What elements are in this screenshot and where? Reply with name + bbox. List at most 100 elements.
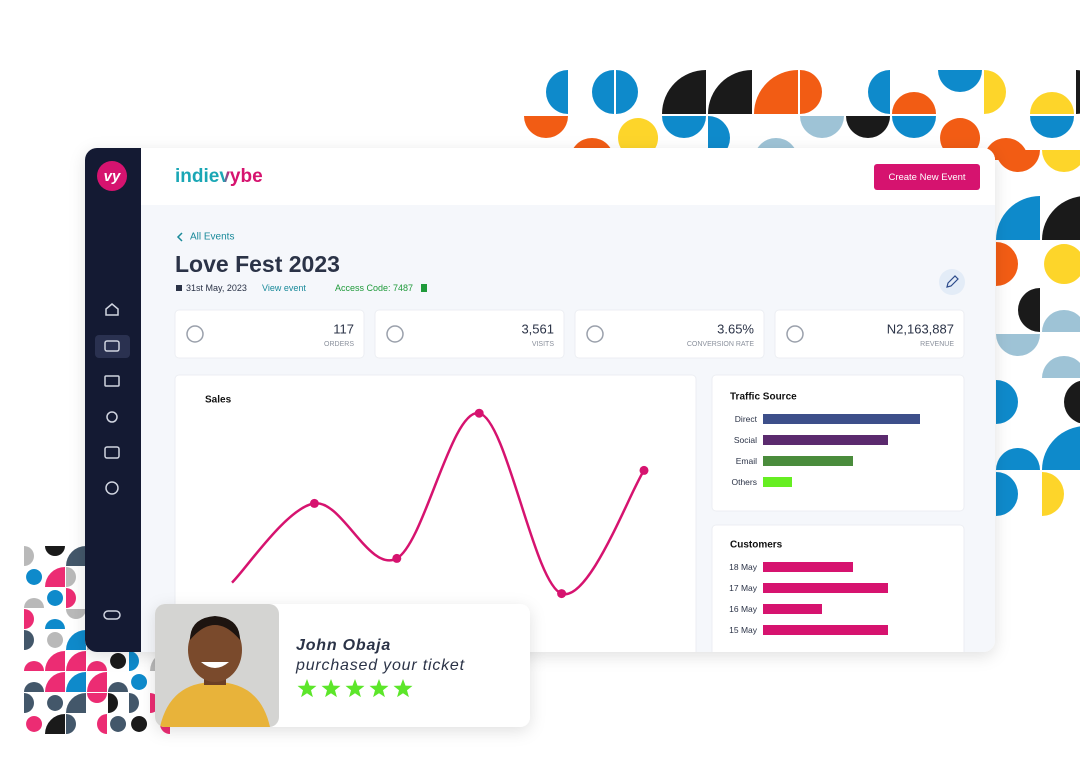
users-icon[interactable] — [106, 411, 118, 423]
active-item[interactable] — [95, 335, 130, 358]
stat-label: VISITS — [532, 341, 555, 348]
decor-tile — [45, 567, 65, 587]
bar-label: 15 May — [729, 625, 758, 635]
decor-tile — [45, 714, 65, 734]
edit-icon[interactable] — [946, 275, 959, 288]
decor-tile — [618, 118, 659, 158]
decor-tile — [110, 653, 127, 669]
bar-charts: Direct Social Email Others 18 May 17 May 16 Ma… — [729, 414, 920, 635]
decor-tile — [131, 674, 148, 690]
sales-point — [309, 498, 319, 508]
stat-card — [174, 309, 365, 359]
bar — [763, 477, 792, 487]
copy-icon[interactable] — [421, 284, 427, 292]
rating — [297, 679, 413, 698]
decor-tile — [800, 70, 822, 114]
decor-tile — [66, 546, 86, 566]
profile-icon[interactable] — [105, 481, 119, 495]
decor-tile — [996, 472, 1018, 516]
stat-icon — [186, 325, 204, 343]
decor-tile — [1030, 116, 1074, 138]
decor-tile — [1042, 426, 1080, 470]
decor-pattern — [24, 70, 1080, 734]
decor-tile — [66, 630, 86, 650]
decor-tile — [1018, 288, 1040, 332]
logo — [97, 161, 127, 191]
customers-title: Customers — [730, 540, 783, 551]
stat-label: ORDERS — [324, 341, 354, 348]
decor-tile — [24, 630, 34, 650]
stat-value: N2,163,887 — [887, 321, 954, 336]
decor-tile — [24, 693, 34, 713]
decor-tile — [996, 150, 1040, 172]
sales-title: Sales — [205, 395, 232, 406]
decor-tile — [1042, 356, 1080, 378]
toggle-icon[interactable] — [103, 610, 121, 620]
view-event-link[interactable]: View event — [262, 283, 306, 293]
decor-tile — [66, 567, 76, 587]
decor-tile — [996, 334, 1040, 356]
bar-label: 16 May — [729, 604, 758, 614]
sales-point — [474, 408, 484, 418]
logo-mark: vy — [104, 168, 121, 185]
decor-tile — [546, 70, 568, 114]
ticket-icon[interactable] — [104, 340, 120, 352]
star — [393, 679, 413, 698]
decor-tile — [996, 448, 1040, 470]
stat-card — [774, 309, 965, 359]
stat-icon — [586, 325, 604, 343]
decor-tile — [662, 116, 706, 138]
traffic-title: Traffic Source — [730, 392, 797, 403]
header — [141, 148, 995, 205]
decor-tile — [984, 70, 1006, 114]
decor-tile — [129, 651, 139, 671]
decor-tile — [1076, 70, 1080, 114]
create-button[interactable] — [874, 164, 980, 190]
decor-tile — [45, 546, 65, 556]
event-title: Love Fest 2023 — [175, 251, 340, 277]
sales-point — [557, 589, 567, 599]
decor-tile — [131, 716, 148, 732]
decor-tile — [24, 609, 34, 629]
sales-card — [174, 374, 697, 652]
stat-icon — [786, 325, 804, 343]
sales-point — [639, 465, 649, 475]
sidebar — [85, 148, 141, 652]
create-button-label[interactable]: Create New Event — [888, 172, 965, 183]
bar-label: 18 May — [729, 562, 758, 572]
decor-tile — [616, 70, 638, 114]
card-icon[interactable] — [104, 375, 120, 387]
brand: indievybe — [175, 166, 263, 187]
wallet-icon[interactable] — [104, 446, 120, 459]
decor-tile — [66, 693, 86, 713]
decor-tile — [996, 242, 1018, 286]
stat-value: 3,561 — [521, 321, 554, 336]
dashboard: vy indievybe Create New Event All Events… — [85, 148, 995, 652]
decor-tile — [1044, 244, 1080, 284]
star — [321, 679, 341, 698]
bar-label: Others — [731, 477, 757, 487]
decor-tile — [66, 609, 86, 619]
decor-tile — [940, 118, 981, 158]
decor-tile — [754, 70, 798, 114]
bar — [763, 414, 920, 424]
decor-tile — [45, 619, 65, 629]
decor-tile — [24, 598, 44, 608]
decor-tile — [24, 661, 44, 671]
decor-tile — [1042, 310, 1080, 332]
notification-message: purchased your ticket — [295, 657, 465, 674]
stat-label: REVENUE — [920, 341, 954, 348]
back-icon[interactable] — [176, 232, 183, 242]
decor-tile — [108, 693, 118, 713]
star — [345, 679, 365, 698]
back-link[interactable]: All Events — [190, 232, 234, 243]
decor-tile — [97, 714, 107, 734]
customer-photo — [155, 604, 279, 727]
stat-value: 117 — [333, 321, 354, 336]
stat-value: 3.65% — [717, 321, 754, 336]
home-icon[interactable] — [105, 303, 119, 316]
edit-button[interactable] — [939, 269, 965, 295]
decor-tile — [129, 693, 139, 713]
decor-tile — [24, 546, 34, 566]
stat-icon — [386, 325, 404, 343]
